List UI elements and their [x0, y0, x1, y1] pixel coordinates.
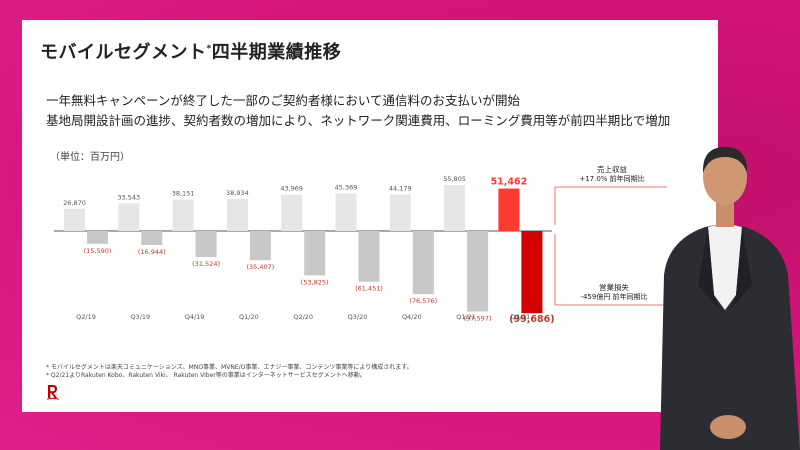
loss-bar — [141, 231, 163, 245]
x-tick-label: Q3/19 — [130, 313, 150, 321]
slide-title: モバイルセグメント*四半期業績推移 — [40, 38, 341, 64]
loss-data-label: (16,944) — [138, 248, 166, 256]
revenue-bar — [335, 193, 357, 231]
revenue-bar — [498, 188, 520, 231]
x-tick-label: Q3/20 — [348, 313, 368, 321]
revenue-bar — [226, 198, 248, 231]
revenue-bar — [444, 184, 466, 231]
revenue-bar — [118, 203, 140, 231]
revenue-data-label: 26,870 — [63, 199, 86, 207]
presentation-slide: モバイルセグメント*四半期業績推移 一年無料キャンペーンが終了した一部のご契約者… — [22, 20, 718, 412]
loss-bar — [304, 231, 326, 276]
description-line-2: 基地局開設計画の進捗、契約者数の増加により、ネットワーク関連費用、ローミング費用… — [46, 113, 671, 128]
loss-bar — [467, 231, 489, 312]
loss-bar — [358, 231, 380, 282]
x-tick-label: Q2/19 — [76, 313, 96, 321]
presenter-video — [660, 147, 800, 450]
revenue-data-label: 55,805 — [443, 175, 466, 183]
x-tick-label: Q2/20 — [293, 313, 313, 321]
revenue-bar — [64, 208, 85, 231]
loss-data-label: (99,686) — [509, 314, 554, 325]
bar-chart: 26,870 (15,590) Q2/19 33,543 (16,944) Q3/19 38… — [54, 164, 667, 325]
loss-data-label: (15,590) — [84, 247, 112, 255]
revenue-data-label: 43,969 — [280, 185, 303, 193]
revenue-data-label: 44,179 — [389, 185, 412, 193]
title-main: モバイルセグメント — [40, 42, 207, 63]
loss-annotation-detail: -459億円 前年同期比 — [580, 292, 647, 301]
loss-bar — [195, 231, 217, 258]
rakuten-logo-icon — [46, 385, 60, 400]
revenue-data-label: 38,934 — [226, 189, 249, 197]
loss-data-label: (97,597) — [464, 315, 492, 323]
x-tick-label: Q4/19 — [185, 313, 205, 321]
revenue-annotation-detail: +17.0% 前年同期比 — [579, 174, 644, 183]
loss-bar — [87, 231, 108, 244]
unit-label: （単位：百万円） — [50, 152, 130, 163]
loss-bar — [521, 231, 543, 314]
revenue-annotation-title: 売上収益 — [597, 164, 627, 174]
title-rest: 四半期業績推移 — [211, 42, 342, 63]
x-tick-label: Q1/20 — [239, 313, 259, 321]
revenue-data-label: 45,369 — [335, 184, 358, 192]
revenue-data-label: 38,151 — [172, 190, 195, 198]
loss-bar — [412, 231, 434, 295]
loss-data-label: (31,524) — [192, 260, 220, 268]
description-line-1: 一年無料キャンペーンが終了した一部のご契約者様において通信料のお支払いが開始 — [46, 93, 521, 108]
revenue-data-label: 51,462 — [491, 177, 528, 188]
revenue-bar — [172, 199, 194, 231]
loss-data-label: (61,451) — [355, 285, 383, 293]
footnote-1: * モバイルセグメントは楽天コミュニケーションズ、MNO事業、MVNE/O事業、… — [46, 364, 413, 371]
revenue-bar — [389, 194, 411, 231]
x-tick-label: Q1/21 — [456, 313, 476, 321]
footnote-2: * Q2/21よりRakuten Kobo、Rakuten Viki、 Raku… — [46, 372, 366, 379]
loss-data-label: (35,407) — [246, 263, 274, 271]
loss-data-label: (76,576) — [409, 297, 437, 305]
x-tick-label: Q4/20 — [402, 313, 422, 321]
revenue-data-label: 33,543 — [117, 193, 140, 201]
title-sup: * — [206, 44, 212, 54]
loss-bar — [249, 231, 271, 261]
x-tick-label: Q2/21 — [511, 313, 531, 321]
loss-data-label: (53,825) — [301, 278, 329, 286]
loss-annotation-title: 営業損失 — [599, 282, 629, 292]
revenue-bar — [281, 194, 303, 231]
